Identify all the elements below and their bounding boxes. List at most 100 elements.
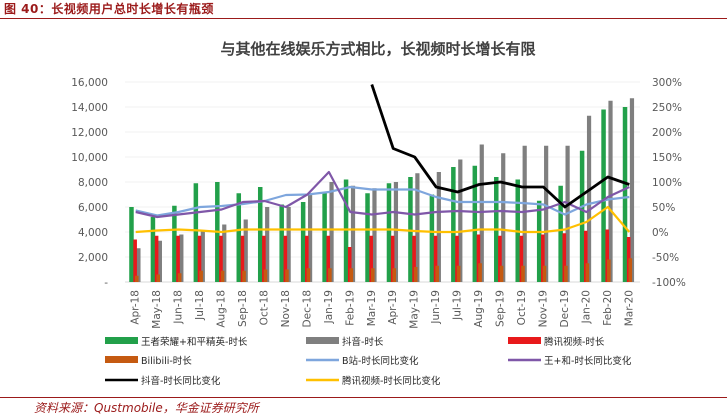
y-left-tick-label: 2,000 <box>78 252 108 264</box>
bar-0 <box>343 179 349 282</box>
bar-3 <box>435 265 439 282</box>
bar-0 <box>322 192 327 282</box>
x-tick-label: Oct-18 <box>258 290 270 325</box>
x-tick-label: Mar-20 <box>623 290 635 326</box>
bar-1 <box>243 219 248 282</box>
source-note: 资料来源：Qustmobile，华金证券研究所 <box>34 401 259 415</box>
bar-0 <box>536 200 542 282</box>
x-tick-label: Jul-18 <box>194 290 206 321</box>
chart-svg: 与其他在线娱乐方式相比，长视频时长增长有限 - 2,000 4,000 6,000 8,… <box>71 40 686 387</box>
y-left-tick-label: 6,000 <box>78 202 108 214</box>
legend-label: 王+和-时长同比变化 <box>544 355 632 367</box>
bar-0 <box>429 194 435 282</box>
bar-1 <box>629 98 635 282</box>
bar-2 <box>390 235 395 282</box>
bar-0 <box>150 217 156 282</box>
bar-1 <box>586 115 592 282</box>
line-series-1 <box>135 170 630 219</box>
bar-2 <box>154 235 159 282</box>
bar-3 <box>242 270 246 282</box>
bar-3 <box>177 273 182 282</box>
x-tick-label: May-18 <box>151 290 163 329</box>
line-series-2 <box>370 84 630 209</box>
bar-0 <box>257 187 263 282</box>
bar-1 <box>157 240 162 282</box>
y-right-tick-label: 100% <box>652 177 682 189</box>
x-tick-label: Mar-19 <box>366 290 378 326</box>
bar-2 <box>433 235 438 282</box>
bar-0 <box>236 193 242 282</box>
x-tick-label: Nov-19 <box>537 290 549 327</box>
y-right-tick-label: -50% <box>652 252 679 264</box>
legend-swatch <box>105 337 138 344</box>
y-left-tick-label: 16,000 <box>71 77 108 89</box>
bar-1 <box>544 145 549 282</box>
legend-swatch <box>105 356 138 363</box>
bar-2 <box>541 234 545 282</box>
bar-2 <box>133 239 137 282</box>
y-right-tick-label: 50% <box>652 202 675 214</box>
bar-0 <box>579 150 585 282</box>
x-axis-ticks: Apr-18 May-18 Jun-18 Jul-18 Aug-18 Sep-18 Oct-… <box>130 290 636 329</box>
bar-3 <box>199 270 203 282</box>
x-tick-label: Dec-19 <box>559 290 571 327</box>
bar-2 <box>583 230 588 282</box>
caption-divider <box>0 18 727 19</box>
bar-2 <box>304 235 309 282</box>
bar-3 <box>607 259 611 282</box>
legend-label: 王者荣耀+和平精英-时长 <box>141 336 248 348</box>
y-right-tick-label: 250% <box>652 102 682 114</box>
bar-1 <box>136 248 141 282</box>
y-left-tick-label: 8,000 <box>78 177 108 189</box>
bar-3 <box>370 268 375 282</box>
y-left-tick-label: 14,000 <box>71 102 108 114</box>
y-right-tick-label: 300% <box>652 77 682 89</box>
x-tick-label: Oct-19 <box>516 290 528 325</box>
bar-2 <box>262 235 266 282</box>
bar-1 <box>307 193 313 282</box>
x-tick-label: Feb-19 <box>344 290 356 326</box>
bar-0 <box>172 205 177 282</box>
bar-3 <box>628 258 633 282</box>
bar-1 <box>501 153 506 282</box>
bar-3 <box>456 265 461 282</box>
y-left-ticks: - 2,000 4,000 6,000 8,000 10,000 12,000 14,000 1… <box>71 77 108 289</box>
bar-3 <box>263 269 268 282</box>
bar-2 <box>176 235 180 282</box>
bar-3 <box>328 268 332 282</box>
legend-label: B站-时长同比变化 <box>342 355 419 367</box>
bar-0 <box>472 165 478 282</box>
x-tick-label: Jul-19 <box>452 290 464 321</box>
x-tick-label: Jun-19 <box>430 290 442 325</box>
x-tick-label: Apr-18 <box>130 290 142 325</box>
x-tick-label: Feb-20 <box>602 290 614 326</box>
bar-3 <box>134 275 139 282</box>
y-left-tick-label: 12,000 <box>71 127 108 139</box>
legend-label: 腾讯视频-时长 <box>544 336 605 348</box>
bar-1 <box>179 234 184 282</box>
bars-layer <box>129 98 635 282</box>
figure-caption: 图 40：长视频用户总时长增长有瓶颈 <box>4 2 214 16</box>
bar-3 <box>478 263 482 282</box>
bar-2 <box>498 235 502 282</box>
y-right-tick-label: -100% <box>652 277 686 289</box>
x-tick-label: Jan-20 <box>580 290 592 324</box>
bar-1 <box>372 188 377 282</box>
bar-0 <box>451 167 456 282</box>
bar-2 <box>476 234 481 282</box>
legend: 王者荣耀+和平精英-时长 抖音-时长 腾讯视频-时长 Bilibili-时长 B站-时长… <box>105 336 632 387</box>
bar-1 <box>286 207 291 282</box>
y-right-tick-label: 200% <box>652 127 682 139</box>
bar-2 <box>219 235 223 282</box>
bar-0 <box>558 185 563 282</box>
bar-0 <box>365 193 370 282</box>
bar-0 <box>193 183 199 282</box>
x-tick-label: Apr-19 <box>387 290 399 325</box>
bar-1 <box>458 159 463 282</box>
y-right-ticks: -100% -50% 0% 50% 100% 150% 200% 250% 300% <box>652 77 686 289</box>
legend-label: 抖音-时长同比变化 <box>141 375 221 387</box>
bar-3 <box>499 265 504 282</box>
bar-3 <box>521 265 525 282</box>
y-left-tick-label: - <box>104 277 108 289</box>
